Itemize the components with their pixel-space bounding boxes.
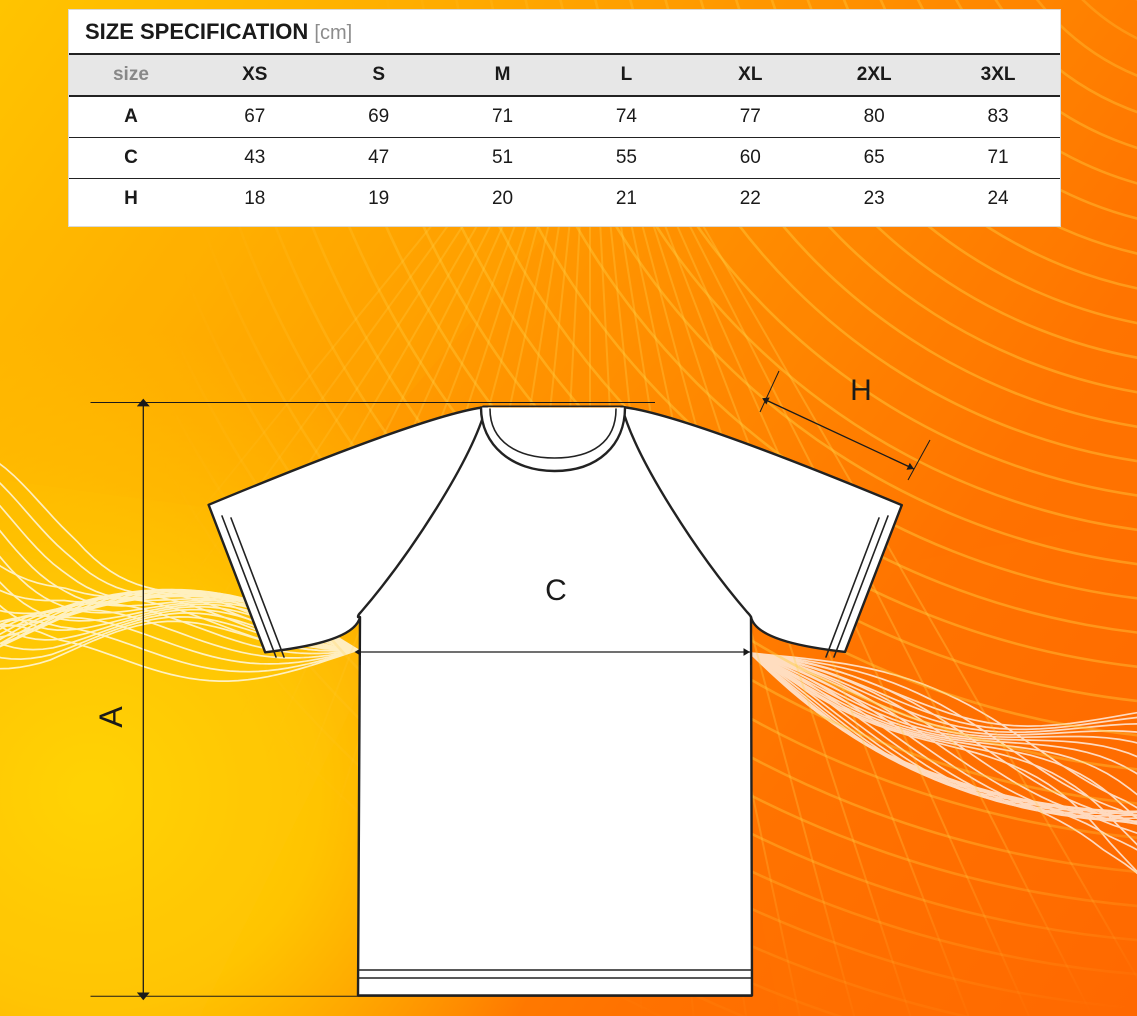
svg-text:H: H	[850, 374, 872, 407]
svg-text:A: A	[93, 706, 129, 728]
svg-text:C: C	[545, 574, 567, 607]
